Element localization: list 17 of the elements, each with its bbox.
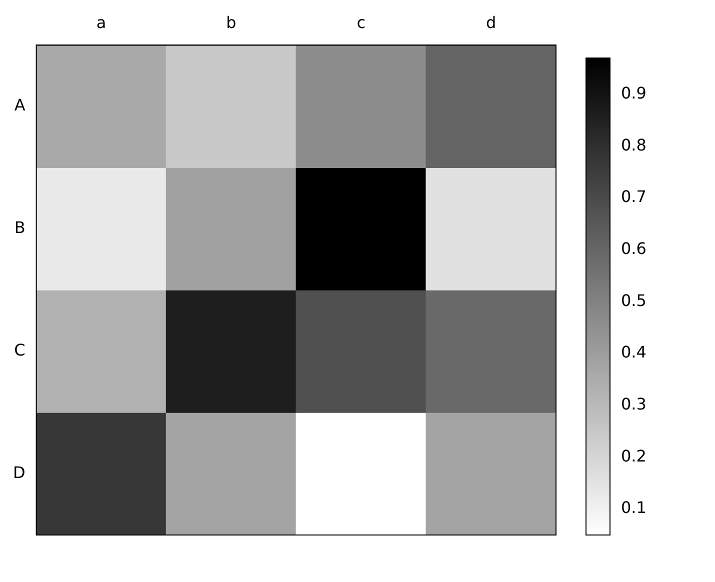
y-tick-label: D (12, 462, 26, 482)
x-tick-label: c (356, 12, 366, 32)
x-tick-label: b (226, 12, 236, 32)
color-bar-label: 0.8 (621, 135, 646, 154)
color-bar-label: 0.6 (621, 238, 646, 258)
x-tick-label: a (96, 12, 106, 32)
color-bar-label: 0.9 (621, 83, 646, 102)
y-tick-label: B (14, 218, 26, 238)
color-bar-label: 0.3 (621, 394, 646, 414)
color-bar-label: 0.4 (621, 342, 646, 362)
color-bar-label: 0.2 (621, 446, 646, 466)
y-tick-label: A (14, 96, 26, 115)
color-bar-label: 0.7 (621, 187, 646, 206)
x-tick-label: d (486, 12, 496, 32)
color-bar-label: 0.5 (621, 290, 646, 310)
color-bar-label: 0.1 (621, 498, 646, 518)
y-tick-label: C (14, 340, 26, 360)
